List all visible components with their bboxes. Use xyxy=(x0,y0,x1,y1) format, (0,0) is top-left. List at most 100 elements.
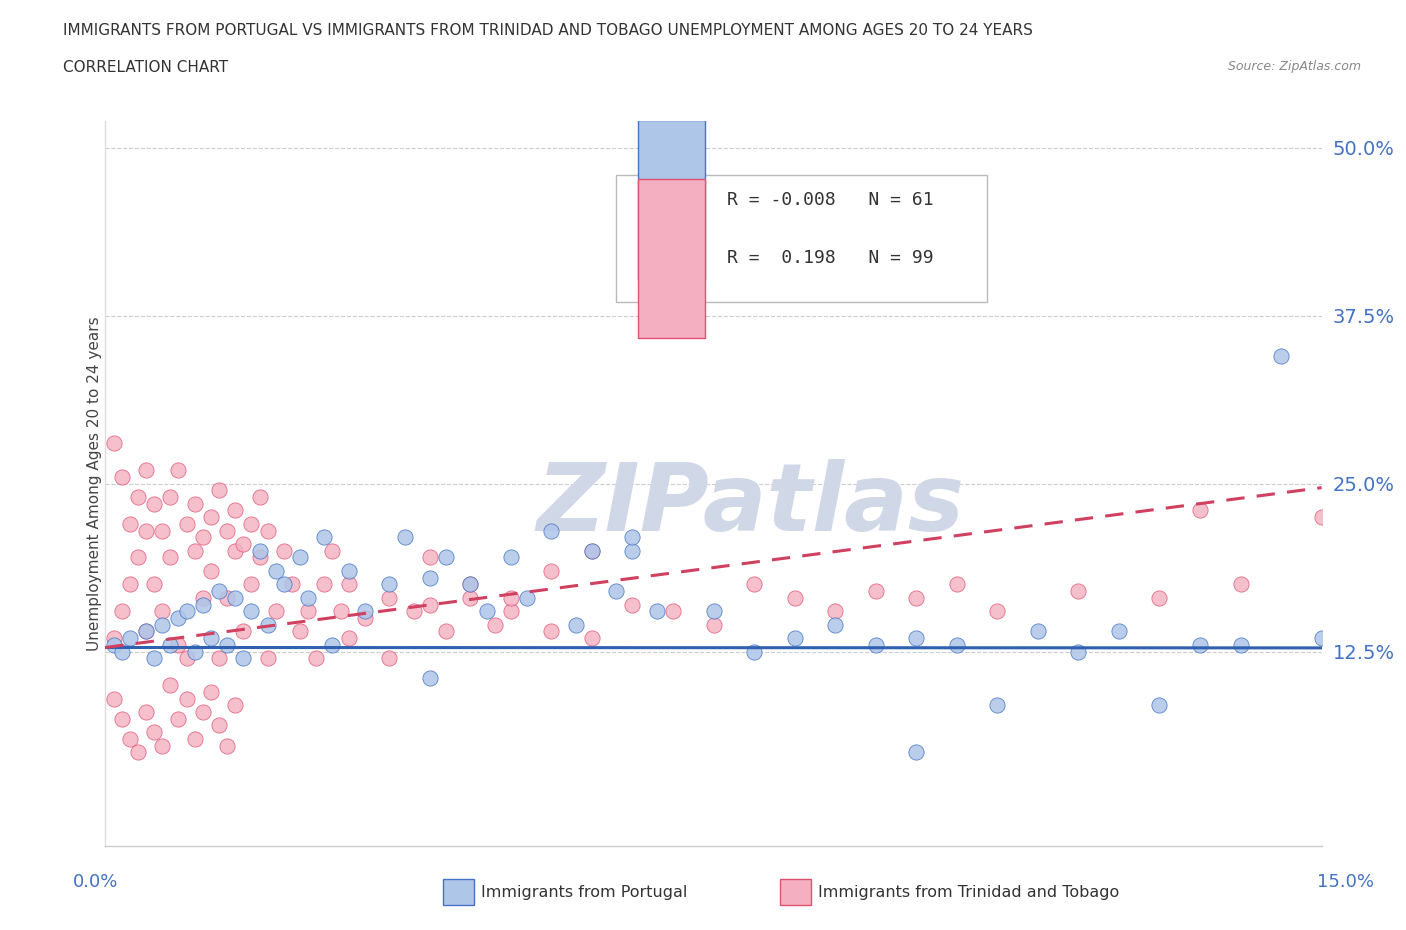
Point xyxy=(378,577,401,591)
Point xyxy=(273,577,295,591)
Point xyxy=(824,618,846,632)
Point xyxy=(167,610,190,625)
Point xyxy=(183,731,205,746)
FancyBboxPatch shape xyxy=(616,175,987,302)
Point xyxy=(191,597,214,612)
Point xyxy=(127,489,149,504)
Point xyxy=(621,530,644,545)
Point xyxy=(217,524,239,538)
Point xyxy=(1310,631,1333,645)
Point xyxy=(540,624,562,639)
Point xyxy=(240,577,263,591)
Point xyxy=(621,543,644,558)
Point xyxy=(865,584,887,599)
Point xyxy=(1067,644,1090,659)
Point xyxy=(1149,591,1171,605)
Point xyxy=(499,550,522,565)
Point xyxy=(434,550,457,565)
Point xyxy=(702,618,725,632)
Point xyxy=(905,591,928,605)
Point xyxy=(167,637,190,652)
Point xyxy=(321,543,343,558)
Point xyxy=(143,577,166,591)
Point xyxy=(224,591,246,605)
Point xyxy=(200,631,222,645)
Point xyxy=(249,550,271,565)
Point xyxy=(135,624,157,639)
Point xyxy=(159,489,181,504)
Point xyxy=(329,604,352,618)
Point xyxy=(499,604,522,618)
Point xyxy=(103,637,125,652)
Point xyxy=(232,651,254,666)
Point xyxy=(111,644,134,659)
Point xyxy=(986,698,1008,712)
Point xyxy=(118,577,141,591)
Point xyxy=(581,631,603,645)
Text: R =  0.198   N = 99: R = 0.198 N = 99 xyxy=(727,249,934,267)
Point xyxy=(208,718,231,733)
Point xyxy=(986,604,1008,618)
Point xyxy=(662,604,685,618)
Point xyxy=(337,577,360,591)
Point xyxy=(200,684,222,699)
Text: 15.0%: 15.0% xyxy=(1317,872,1374,891)
Text: CORRELATION CHART: CORRELATION CHART xyxy=(63,60,228,75)
Point xyxy=(905,745,928,760)
Point xyxy=(1067,584,1090,599)
Point xyxy=(702,604,725,618)
Point xyxy=(200,564,222,578)
Point xyxy=(402,604,425,618)
Point xyxy=(564,618,586,632)
Point xyxy=(1108,624,1130,639)
Point xyxy=(127,745,149,760)
Text: Immigrants from Portugal: Immigrants from Portugal xyxy=(481,884,688,899)
Point xyxy=(167,711,190,726)
Point xyxy=(321,637,343,652)
Point xyxy=(645,604,668,618)
Point xyxy=(150,524,173,538)
Point xyxy=(581,543,603,558)
Point xyxy=(305,651,328,666)
Point xyxy=(419,550,441,565)
Point xyxy=(135,524,157,538)
Point xyxy=(176,651,198,666)
Point xyxy=(150,738,173,753)
Point xyxy=(143,651,166,666)
Point xyxy=(224,698,246,712)
Point xyxy=(176,516,198,531)
Point xyxy=(354,604,377,618)
Point xyxy=(256,524,278,538)
Point xyxy=(378,591,401,605)
Point xyxy=(217,637,239,652)
Point xyxy=(581,543,603,558)
Point xyxy=(264,564,287,578)
Point xyxy=(127,550,149,565)
Text: IMMIGRANTS FROM PORTUGAL VS IMMIGRANTS FROM TRINIDAD AND TOBAGO UNEMPLOYMENT AMO: IMMIGRANTS FROM PORTUGAL VS IMMIGRANTS F… xyxy=(63,23,1033,38)
Point xyxy=(458,591,481,605)
Point xyxy=(742,577,765,591)
Point xyxy=(135,624,157,639)
Point xyxy=(240,604,263,618)
Point xyxy=(118,731,141,746)
Point xyxy=(394,530,416,545)
Point xyxy=(783,591,806,605)
Point xyxy=(337,631,360,645)
Point xyxy=(217,591,239,605)
Point xyxy=(419,570,441,585)
Point xyxy=(191,530,214,545)
Point xyxy=(824,604,846,618)
Point xyxy=(419,671,441,685)
Point xyxy=(540,564,562,578)
Point xyxy=(111,711,134,726)
Point xyxy=(249,543,271,558)
Point xyxy=(208,584,231,599)
Point xyxy=(1189,503,1212,518)
Point xyxy=(458,577,481,591)
Point xyxy=(662,234,685,249)
Point xyxy=(273,543,295,558)
Point xyxy=(945,637,967,652)
Point xyxy=(224,543,246,558)
Point xyxy=(945,577,967,591)
Point xyxy=(159,678,181,693)
